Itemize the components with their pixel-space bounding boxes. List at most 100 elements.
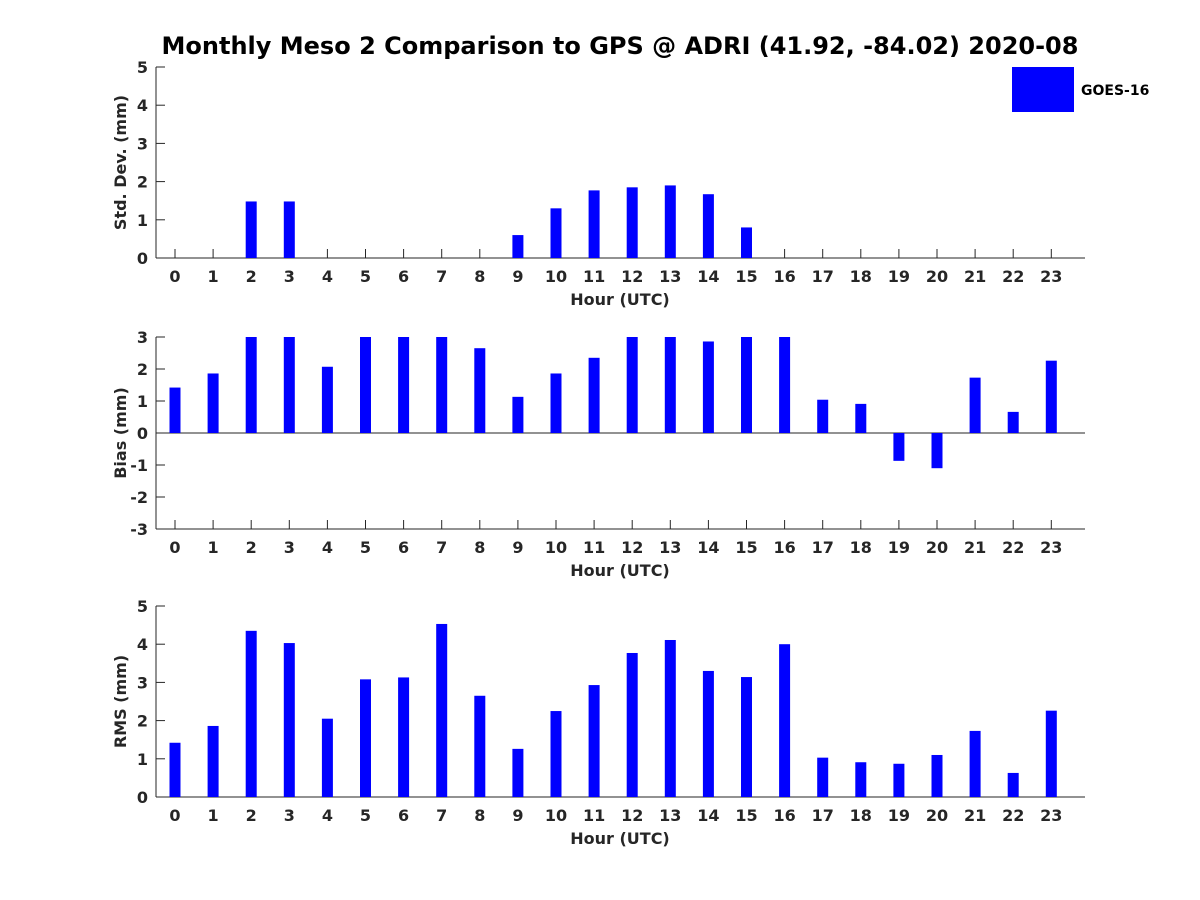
bias-bar [321, 366, 333, 433]
bias-bar [893, 433, 905, 461]
rms-x-tick-label: 23 [1040, 806, 1062, 825]
rms-x-tick-label: 1 [208, 806, 219, 825]
bias-x-tick-label: 9 [512, 538, 523, 557]
std-dev-x-tick-label: 23 [1040, 267, 1062, 286]
std-dev-y-tick-label: 5 [137, 58, 148, 77]
bias-x-tick-label: 22 [1002, 538, 1024, 557]
rms-bar [245, 630, 257, 797]
std-dev-x-tick-label: 16 [773, 267, 795, 286]
rms-bar [664, 639, 676, 797]
std-dev-x-tick-label: 20 [926, 267, 948, 286]
bias-bar [664, 337, 676, 433]
bias-x-tick-label: 16 [773, 538, 795, 557]
rms-bar [588, 685, 600, 797]
rms-bar [741, 677, 752, 797]
rms-x-tick-label: 20 [926, 806, 948, 825]
bias-bar [969, 377, 981, 433]
bias-y-tick-label: 0 [137, 424, 148, 443]
std-dev-x-tick-label: 4 [322, 267, 333, 286]
bias-y-tick-label: 2 [137, 360, 148, 379]
bias-bar [817, 399, 829, 433]
bias-x-tick-label: 20 [926, 538, 948, 557]
bias-x-tick-label: 3 [284, 538, 295, 557]
bias-y-tick-label: -1 [130, 456, 148, 475]
std-dev-x-tick-label: 7 [436, 267, 447, 286]
std-dev-x-tick-label: 3 [284, 267, 295, 286]
rms-y-tick-label: 5 [137, 597, 148, 616]
rms-x-tick-label: 6 [398, 806, 409, 825]
std-dev-bar [702, 194, 714, 258]
std-dev-x-tick-label: 9 [512, 267, 523, 286]
bias-y-tick-label: 1 [137, 392, 148, 411]
bias-bar [474, 348, 486, 433]
bias-x-tick-label: 14 [697, 538, 719, 557]
rms-bar [1007, 772, 1019, 797]
std-dev-x-tick-label: 18 [850, 267, 872, 286]
std-dev-y-tick-label: 3 [137, 134, 148, 153]
rms-x-tick-label: 11 [583, 806, 605, 825]
bias-x-tick-label: 23 [1040, 538, 1062, 557]
bias-bar [283, 337, 295, 433]
std-dev-x-tick-label: 1 [208, 267, 219, 286]
bias-x-tick-label: 19 [888, 538, 910, 557]
std-dev-x-tick-label: 0 [169, 267, 180, 286]
std-dev-y-axis-label: Std. Dev. (mm) [111, 95, 130, 230]
bias-x-tick-label: 6 [398, 538, 409, 557]
rms-bar [550, 711, 562, 797]
std-dev-y-tick-label: 1 [137, 211, 148, 230]
bias-bar [169, 387, 181, 433]
bias-bar [245, 337, 257, 433]
bias-bar [360, 337, 371, 433]
legend-label: GOES-16 [1081, 83, 1149, 99]
rms-bar [512, 748, 524, 797]
std-dev-x-tick-label: 19 [888, 267, 910, 286]
std-dev-x-tick-label: 13 [659, 267, 681, 286]
rms-y-tick-label: 0 [137, 788, 148, 807]
rms-bar [474, 695, 486, 797]
bias-bar [779, 337, 791, 433]
bias-x-axis-label: Hour (UTC) [570, 561, 670, 580]
std-dev-bar [512, 235, 524, 258]
bias-x-tick-label: 21 [964, 538, 986, 557]
rms-bar [779, 644, 791, 797]
std-dev-x-tick-label: 10 [545, 267, 567, 286]
bias-x-tick-label: 18 [850, 538, 872, 557]
bias-y-tick-label: -3 [130, 520, 148, 539]
bias-bar [207, 373, 219, 433]
std-dev-bar [245, 201, 257, 258]
bias-bar [550, 373, 562, 433]
rms-bar [702, 670, 714, 797]
std-dev-bar [626, 187, 638, 258]
chart-title: Monthly Meso 2 Comparison to GPS @ ADRI … [162, 32, 1079, 60]
std-dev-x-tick-label: 5 [360, 267, 371, 286]
rms-y-tick-label: 3 [137, 673, 148, 692]
rms-bar [169, 742, 181, 797]
bias-x-tick-label: 11 [583, 538, 605, 557]
bias-bar [512, 396, 524, 433]
bias-x-tick-label: 0 [169, 538, 180, 557]
rms-y-axis-label: RMS (mm) [111, 655, 130, 748]
rms-bar [1045, 710, 1057, 797]
rms-bar [360, 679, 371, 797]
bias-x-tick-label: 8 [474, 538, 485, 557]
rms-x-tick-label: 17 [812, 806, 834, 825]
std-dev-x-tick-label: 21 [964, 267, 986, 286]
bias-bar [436, 337, 448, 433]
bias-x-tick-label: 15 [735, 538, 757, 557]
rms-x-tick-label: 13 [659, 806, 681, 825]
rms-x-tick-label: 16 [773, 806, 795, 825]
bias-bar [588, 357, 600, 433]
bias-x-tick-label: 1 [208, 538, 219, 557]
bias-bar [1045, 360, 1057, 433]
bias-bar [741, 337, 752, 433]
legend-swatch [1012, 67, 1074, 112]
rms-x-tick-label: 14 [697, 806, 719, 825]
rms-x-tick-label: 12 [621, 806, 643, 825]
rms-x-tick-label: 9 [512, 806, 523, 825]
bias-bar [626, 337, 638, 433]
std-dev-bar [588, 190, 600, 258]
rms-x-tick-label: 0 [169, 806, 180, 825]
rms-bar [626, 652, 638, 797]
